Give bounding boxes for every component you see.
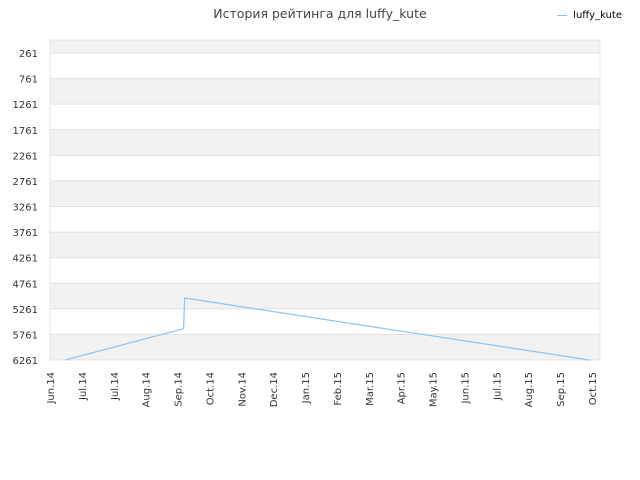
y-tick-label: 6261 xyxy=(13,356,38,367)
y-tick-label: 2261 xyxy=(13,151,38,162)
x-tick-label: Feb.15 xyxy=(333,372,344,406)
legend-label: luffy_kute xyxy=(573,10,622,21)
y-tick-label: 3761 xyxy=(13,228,38,239)
x-tick-label: Aug.14 xyxy=(142,372,153,407)
x-tick-label: Mar.15 xyxy=(365,372,376,406)
series-line xyxy=(64,297,590,361)
x-tick-label: Jul.14 xyxy=(110,372,121,401)
y-tick-label: 4761 xyxy=(13,279,38,290)
y-tick-label: 4261 xyxy=(13,254,38,265)
chart-title: История рейтинга для luffy_kute xyxy=(213,6,427,21)
x-tick-label: Jul.15 xyxy=(492,372,503,401)
grid-band xyxy=(50,334,600,360)
grid-band xyxy=(50,232,600,258)
y-tick-label: 1261 xyxy=(13,100,38,111)
grid-band xyxy=(50,206,600,233)
x-tick-label: Sep.14 xyxy=(174,372,185,407)
x-tick-label: Jun.15 xyxy=(460,372,471,405)
legend: luffy_kute xyxy=(557,10,622,21)
x-tick-label: Aug.15 xyxy=(524,372,535,407)
x-tick-label: Apr.15 xyxy=(397,372,408,404)
grid-band xyxy=(50,129,600,156)
x-tick-label: Jun.14 xyxy=(46,372,57,405)
y-tick-label: 3261 xyxy=(13,203,38,214)
y-tick-label: 1761 xyxy=(13,126,38,137)
legend-swatch xyxy=(557,15,568,16)
grid-band xyxy=(50,283,600,309)
x-tick-label: Oct.15 xyxy=(588,372,599,405)
y-tick-label: 2761 xyxy=(13,177,38,188)
x-tick-label: Jul.14 xyxy=(78,372,89,401)
x-tick-label: Nov.14 xyxy=(237,372,248,407)
y-tick-label: 5761 xyxy=(13,330,38,341)
y-tick-label: 261 xyxy=(19,49,38,60)
x-tick-label: Oct.14 xyxy=(205,372,216,405)
y-tick-label: 5261 xyxy=(13,305,38,316)
grid-band xyxy=(50,308,600,335)
y-tick-label: 761 xyxy=(19,75,38,86)
x-tick-label: Jan.15 xyxy=(301,372,312,404)
grid-band xyxy=(50,257,600,284)
grid-band xyxy=(50,40,600,53)
x-tick-label: May.15 xyxy=(429,372,440,407)
grid-band xyxy=(50,155,600,181)
grid-band xyxy=(50,180,600,207)
grid-band xyxy=(50,104,600,130)
x-tick-label: Dec.14 xyxy=(269,372,280,407)
grid-band xyxy=(50,53,600,79)
grid-band xyxy=(50,78,600,105)
x-tick-label: Sep.15 xyxy=(556,372,567,407)
